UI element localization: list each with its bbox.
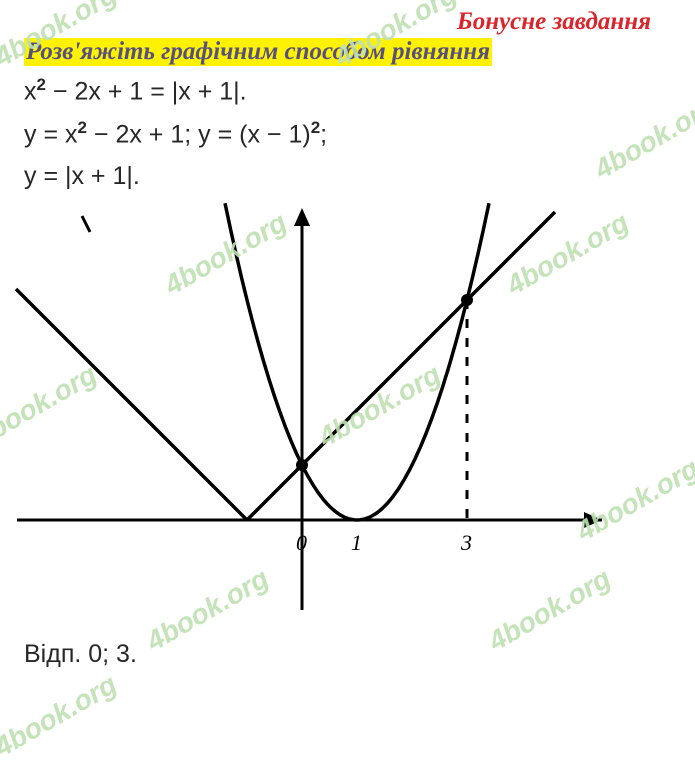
equation-3: y = |x + 1|. [24, 160, 659, 194]
svg-text:1: 1 [351, 530, 362, 555]
eq2-part-b: − 2x + 1; y = (x − 1) [87, 120, 311, 148]
eq1-part-a: x [24, 77, 37, 105]
bonus-title: Бонусне завдання [24, 8, 659, 36]
svg-text:0: 0 [296, 530, 307, 555]
equation-2: y = x2 − 2x + 1; y = (x − 1)2; [24, 117, 659, 152]
eq2-part-a: y = x [24, 120, 78, 148]
answer-prefix: Відп. [24, 640, 88, 668]
svg-text:3: 3 [460, 530, 472, 555]
eq1-sup: 2 [37, 75, 46, 94]
equation-1: x2 − 2x + 1 = |x + 1|. [24, 74, 659, 109]
eq2-part-c: ; [320, 120, 327, 148]
answer-values: 0; 3. [88, 640, 137, 668]
graph: 0 1 3 [12, 200, 612, 620]
eq2-sup2: 2 [311, 118, 320, 137]
eq1-part-b: − 2x + 1 = |x + 1|. [46, 77, 247, 105]
eq2-sup1: 2 [78, 118, 87, 137]
task-prompt: Розв'яжіть графічним способом рівняння [24, 38, 492, 66]
answer-line: Відп. 0; 3. [24, 640, 659, 669]
graph-svg: 0 1 3 [12, 200, 612, 620]
